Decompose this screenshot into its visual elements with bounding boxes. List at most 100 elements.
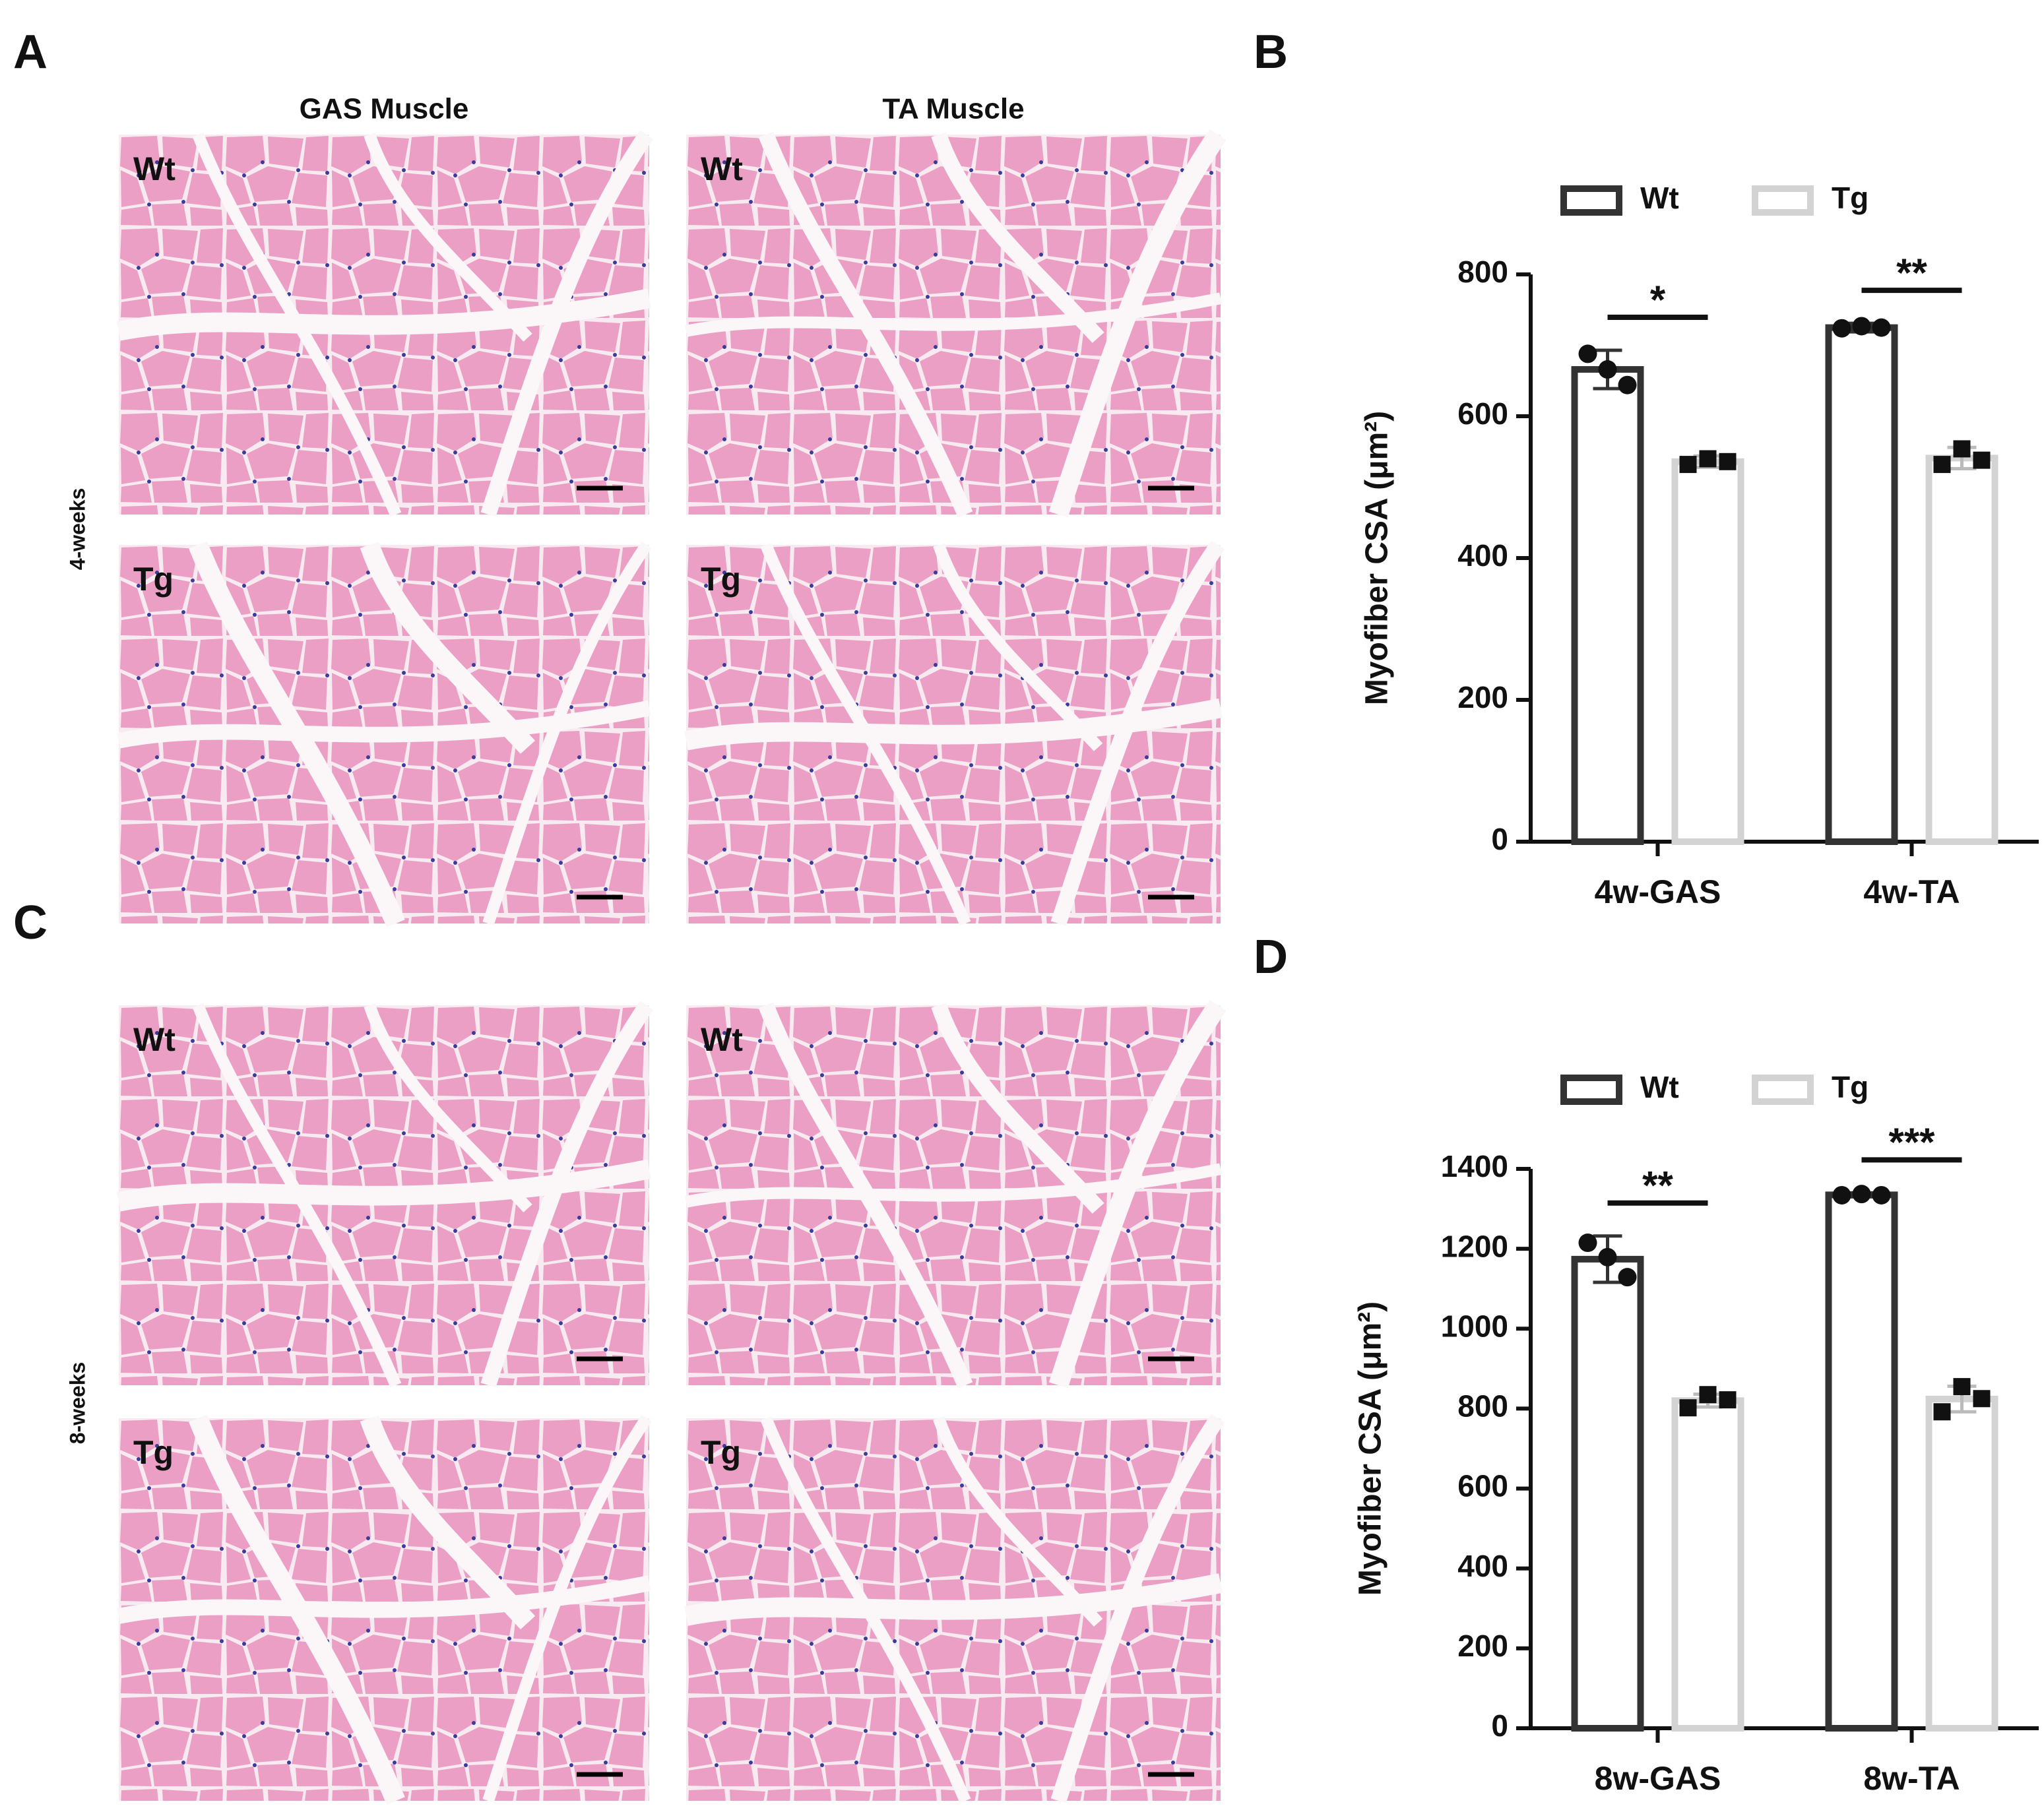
data-point: [1719, 453, 1737, 470]
legend-swatch: [1560, 1075, 1622, 1105]
legend-swatch: [1560, 185, 1622, 216]
bar: [1825, 324, 1898, 845]
data-point: [1933, 1403, 1951, 1421]
data-point: [1933, 456, 1951, 474]
legend-swatch: [1752, 185, 1814, 216]
y-tick-label: 0: [1491, 822, 1508, 856]
data-point: [1953, 1378, 1971, 1396]
data-point: [1618, 375, 1637, 394]
panel-letter: B: [1254, 26, 1288, 78]
histology-image: Tg: [117, 1414, 652, 1805]
septum: [189, 541, 405, 927]
septum: [1048, 999, 1227, 1389]
septum: [931, 132, 1104, 343]
septum: [192, 1003, 402, 1388]
histology-image: Tg: [684, 1414, 1225, 1803]
legend-label: Tg: [1832, 1070, 1868, 1104]
septum: [1050, 540, 1225, 926]
septum: [482, 542, 652, 925]
y-tick-label: 400: [1457, 1549, 1508, 1583]
legend-label: Wt: [1640, 181, 1679, 215]
significance-label: ***: [1888, 1120, 1935, 1164]
y-tick-label: 1000: [1441, 1309, 1508, 1343]
data-point: [1953, 440, 1971, 458]
image-label: Tg: [133, 1434, 174, 1471]
panel-letter: C: [13, 896, 48, 949]
x-tick-label: 8w-TA: [1863, 1760, 1960, 1797]
data-point: [1872, 1185, 1891, 1204]
septum: [482, 1415, 652, 1803]
row-label: 8-weeks: [65, 1362, 89, 1445]
septum: [760, 1416, 971, 1803]
bar: [1671, 458, 1744, 845]
column-title: GAS Muscle: [300, 93, 469, 125]
septum: [760, 542, 971, 926]
septum: [931, 1003, 1104, 1214]
bar: [1925, 454, 1998, 845]
data-point: [1679, 456, 1697, 474]
septum: [758, 1002, 973, 1389]
y-tick-label: 400: [1457, 538, 1508, 573]
septum: [685, 1163, 1222, 1208]
data-point: [1852, 317, 1871, 336]
data-point: [1719, 1391, 1737, 1409]
image-label: Tg: [701, 1434, 741, 1471]
image-label: Tg: [701, 561, 741, 598]
x-tick-label: 8w-GAS: [1595, 1760, 1721, 1797]
y-tick-label: 800: [1457, 255, 1508, 289]
data-point: [1679, 1399, 1697, 1417]
histology-image: Wt: [685, 129, 1227, 518]
septum: [684, 698, 1223, 751]
septum: [117, 288, 651, 341]
bar: [1571, 1255, 1644, 1732]
septum: [360, 1415, 536, 1630]
x-tick-label: 4w-TA: [1863, 873, 1960, 910]
y-axis-label: Myofiber CSA (μm²): [1360, 411, 1395, 705]
septum: [364, 133, 532, 342]
data-point: [1832, 319, 1851, 338]
significance-label: **: [1896, 251, 1927, 295]
bar: [1925, 1395, 1998, 1732]
histology-image: Wt: [685, 999, 1227, 1389]
legend-label: Wt: [1640, 1070, 1679, 1104]
x-tick-label: 4w-GAS: [1595, 873, 1721, 910]
legend-swatch: [1752, 1075, 1814, 1105]
septum: [480, 130, 653, 517]
septum: [1048, 129, 1227, 518]
data-point: [1699, 450, 1717, 468]
y-tick-label: 600: [1457, 396, 1508, 431]
y-axis-label: Myofiber CSA (μm²): [1353, 1301, 1388, 1596]
data-point: [1852, 1185, 1871, 1204]
bar: [1671, 1397, 1744, 1732]
row-label: 4-weeks: [65, 488, 89, 571]
image-label: Tg: [133, 561, 174, 598]
septum: [192, 132, 402, 517]
data-point: [1872, 318, 1891, 337]
septum: [933, 543, 1103, 751]
septum: [480, 1001, 653, 1388]
septum: [1050, 1414, 1225, 1803]
data-point: [1598, 1247, 1617, 1267]
data-point: [1578, 344, 1597, 363]
septum: [117, 1575, 651, 1624]
column-title: TA Muscle: [882, 93, 1024, 125]
significance-label: *: [1650, 278, 1666, 322]
panel-letter: A: [13, 26, 48, 78]
bar: [1825, 1191, 1898, 1732]
y-tick-label: 1400: [1441, 1149, 1508, 1183]
histology-image: Wt: [117, 1001, 653, 1388]
y-tick-label: 200: [1457, 1629, 1508, 1663]
image-label: Wt: [701, 1021, 743, 1058]
septum: [684, 1573, 1223, 1626]
y-tick-label: 600: [1457, 1469, 1508, 1503]
y-tick-label: 800: [1457, 1389, 1508, 1423]
bar: [1571, 366, 1644, 845]
image-label: Wt: [701, 150, 743, 187]
image-label: Wt: [133, 1021, 176, 1058]
data-point: [1699, 1386, 1717, 1404]
histology-image: Wt: [117, 130, 653, 517]
data-point: [1973, 451, 1991, 469]
histology-image: Tg: [684, 540, 1225, 926]
legend-label: Tg: [1832, 181, 1868, 215]
